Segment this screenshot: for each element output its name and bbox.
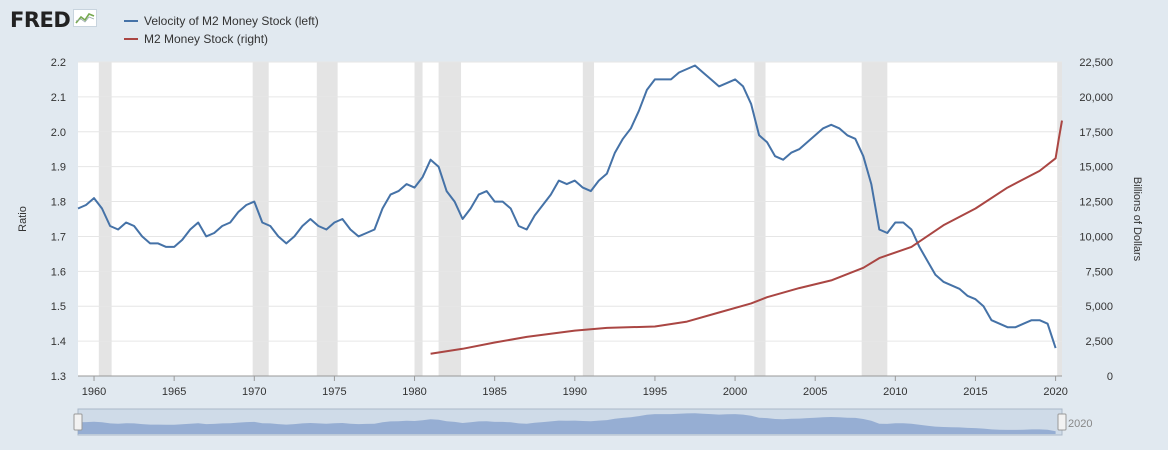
x-tick-label: 2000 [723, 386, 747, 398]
x-tick-label: 2015 [963, 386, 987, 398]
y2-tick-label: 15,000 [1079, 162, 1113, 174]
y-tick-label: 1.6 [51, 266, 66, 278]
x-tick-label: 1980 [402, 386, 426, 398]
series-line-velocity [77, 64, 1057, 349]
recession-band [438, 62, 462, 376]
navigator-handle-left[interactable] [73, 413, 83, 431]
legend-swatch-money [124, 38, 138, 40]
recession-band [316, 62, 338, 376]
recession-band [754, 62, 766, 376]
legend: Velocity of M2 Money Stock (left) M2 Mon… [124, 12, 319, 48]
legend-label-money: M2 Money Stock (right) [144, 32, 269, 46]
fred-logo[interactable]: FRED [10, 8, 98, 32]
legend-swatch-velocity [124, 20, 138, 22]
y2-tick-label: 20,000 [1079, 92, 1113, 104]
y-tick-label: 1.9 [51, 162, 66, 174]
plot-area [78, 62, 1062, 376]
recession-band [98, 62, 112, 376]
recession-band [1057, 62, 1062, 376]
y2-tick-label: 22,500 [1079, 57, 1113, 69]
x-tick-label: 1970 [242, 386, 266, 398]
recession-band [582, 62, 595, 376]
y2-tick-label: 7,500 [1085, 266, 1113, 278]
navigator-range-label: 2020 [1068, 418, 1092, 430]
y-tick-label: 2.0 [51, 127, 66, 139]
x-tick-label: 1975 [322, 386, 346, 398]
y2-tick-label: 10,000 [1079, 231, 1113, 243]
legend-item-money[interactable]: M2 Money Stock (right) [124, 30, 319, 48]
y2-tick-label: 2,500 [1085, 336, 1113, 348]
y-axis-label: Ratio [17, 206, 29, 232]
x-tick-label: 2020 [1043, 386, 1067, 398]
recession-band [414, 62, 423, 376]
y-tick-label: 2.1 [51, 92, 66, 104]
brand-name: FRED [10, 8, 71, 32]
navigator-handle-right[interactable] [1057, 413, 1067, 431]
y2-tick-label: 5,000 [1085, 301, 1113, 313]
y2-tick-label: 17,500 [1079, 127, 1113, 139]
legend-item-velocity[interactable]: Velocity of M2 Money Stock (left) [124, 12, 319, 30]
legend-label-velocity: Velocity of M2 Money Stock (left) [144, 14, 319, 28]
y-tick-label: 1.5 [51, 301, 66, 313]
y2-tick-label: 0 [1107, 371, 1113, 383]
series-line-money [430, 120, 1063, 355]
y-tick-label: 2.2 [51, 57, 66, 69]
navigator-series-area [78, 413, 1056, 434]
x-tick-label: 1990 [563, 386, 587, 398]
x-tick-label: 1985 [482, 386, 506, 398]
x-tick-label: 2005 [803, 386, 827, 398]
y-tick-label: 1.7 [51, 231, 66, 243]
x-tick-label: 1995 [643, 386, 667, 398]
recession-band [861, 62, 888, 376]
y-tick-label: 1.4 [51, 336, 66, 348]
x-tick-label: 1960 [82, 386, 106, 398]
y2-axis-label: Billions of Dollars [1131, 177, 1143, 262]
y-tick-label: 1.8 [51, 197, 66, 209]
x-tick-label: 1965 [162, 386, 186, 398]
y2-tick-label: 12,500 [1079, 197, 1113, 209]
y-tick-label: 1.3 [51, 371, 66, 383]
chart-line-icon [73, 8, 98, 32]
x-tick-label: 2010 [883, 386, 907, 398]
